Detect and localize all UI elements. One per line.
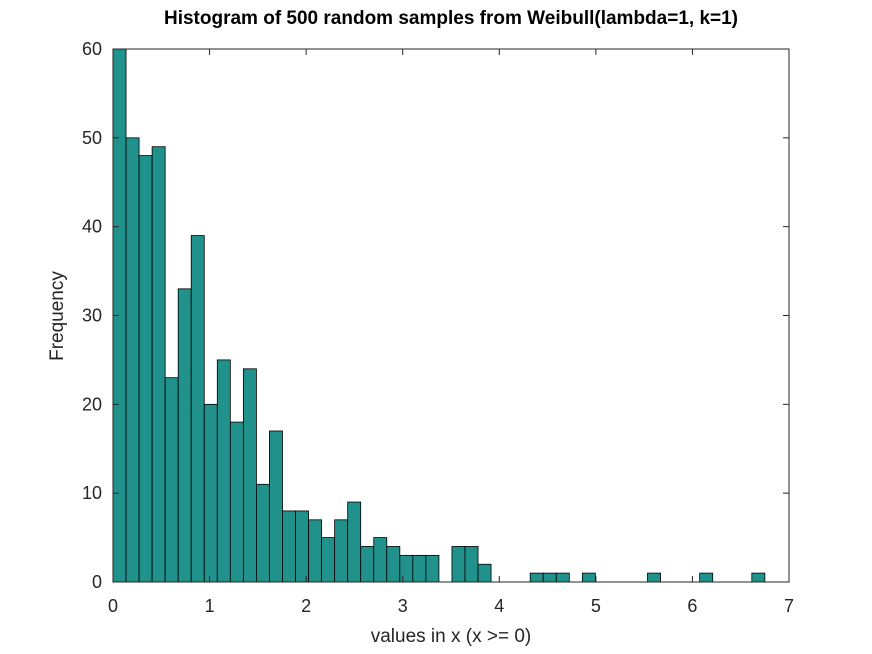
histogram-bar: [360, 546, 375, 583]
histogram-bar: [581, 572, 596, 583]
histogram-bar: [295, 510, 309, 583]
histogram-bar: [412, 554, 427, 583]
y-tick-label: 10: [82, 483, 102, 503]
histogram-bar: [529, 572, 544, 583]
histogram-bar: [751, 572, 766, 583]
y-tick-label: 0: [92, 572, 102, 592]
x-axis-label: values in x (x >= 0): [371, 626, 532, 647]
histogram-bar: [164, 377, 179, 583]
bars-group: [112, 48, 766, 583]
x-tick-label: 6: [687, 596, 697, 616]
histogram-bar: [347, 501, 362, 583]
histogram-bar: [242, 368, 257, 583]
histogram-bar: [647, 572, 661, 583]
histogram-bar: [125, 137, 140, 583]
histogram-bar: [464, 546, 479, 583]
x-tick-label: 0: [108, 596, 118, 616]
x-tick-label: 4: [494, 596, 504, 616]
histogram-bar: [151, 146, 166, 583]
x-tick-label: 5: [591, 596, 601, 616]
histogram-bar: [138, 155, 153, 583]
histogram-bar: [269, 430, 283, 583]
histogram-bar: [203, 403, 218, 583]
histogram-bar: [256, 483, 270, 583]
y-tick-label: 40: [82, 217, 102, 237]
y-tick-label: 50: [82, 128, 102, 148]
histogram-bar: [373, 537, 388, 583]
axes-group: 0 1 2 3 4 5 6 7 0 10 20 30 40 50 60: [82, 39, 794, 616]
histogram-bar: [477, 563, 492, 583]
histogram-bar: [451, 546, 466, 583]
histogram-bar: [321, 537, 336, 583]
x-tick-label: 7: [784, 596, 794, 616]
histogram-bar: [177, 288, 192, 583]
chart-title: Histogram of 500 random samples from Wei…: [164, 8, 738, 29]
histogram-bar: [334, 519, 349, 583]
histogram-bar: [282, 510, 296, 583]
y-tick-label: 30: [82, 306, 102, 326]
histogram-bar: [542, 572, 557, 583]
x-tick-label: 3: [398, 596, 408, 616]
y-axis-label: Frequency: [47, 271, 68, 361]
histogram-bar: [190, 235, 205, 583]
x-tick-label: 1: [205, 596, 215, 616]
histogram-bar: [555, 572, 570, 583]
histogram-bar: [216, 359, 231, 583]
x-tick-label: 2: [301, 596, 311, 616]
y-tick-label: 60: [82, 39, 102, 59]
histogram-bar: [229, 421, 244, 583]
histogram-bar: [386, 546, 401, 583]
histogram-bar: [699, 572, 714, 583]
histogram-bar: [425, 554, 440, 583]
histogram-bar: [399, 554, 414, 583]
y-tick-label: 20: [82, 394, 102, 414]
histogram-bar: [308, 519, 322, 583]
